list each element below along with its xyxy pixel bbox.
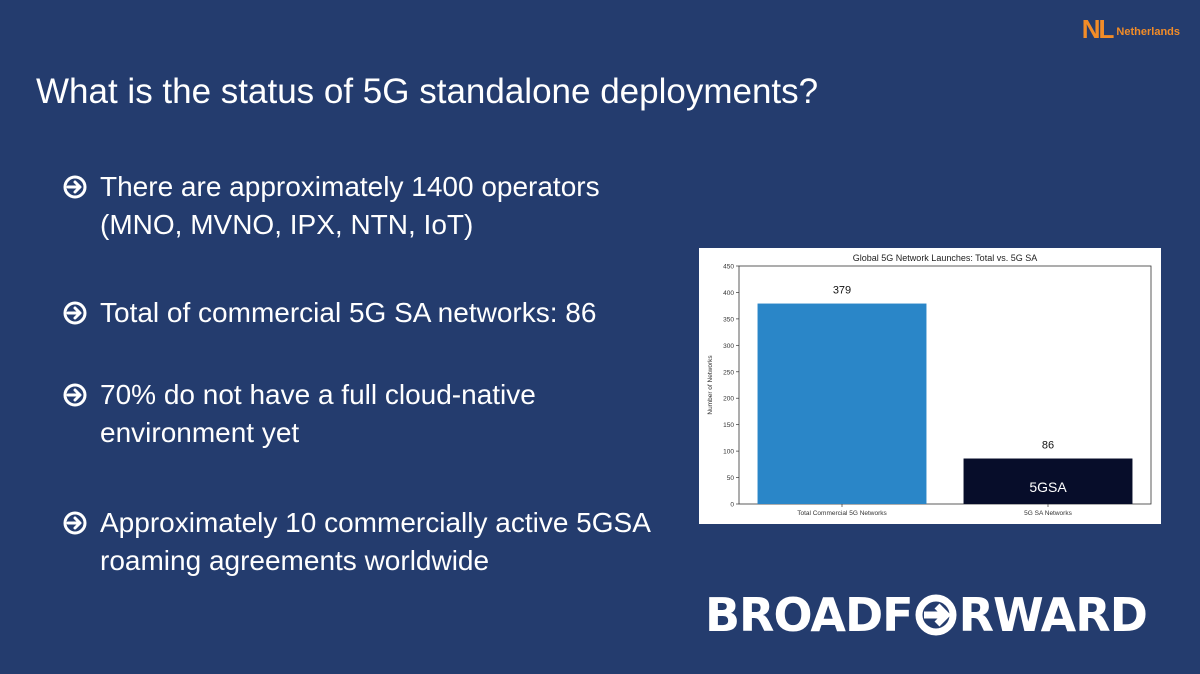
bullet-item: Approximately 10 commercially active 5GS… — [62, 504, 651, 580]
x-tick-label: Total Commercial 5G Networks — [797, 510, 887, 517]
arrow-o-icon — [915, 594, 957, 636]
y-tick-label: 200 — [723, 396, 734, 403]
bullet-text: Approximately 10 commercially active 5GS… — [100, 507, 651, 576]
y-tick-label: 300 — [723, 343, 734, 350]
bullet-item: 70% do not have a full cloud-native envi… — [62, 376, 536, 452]
y-tick-label: 50 — [727, 475, 735, 482]
bullet-text: There are approximately 1400 operators (… — [100, 171, 600, 240]
y-tick-label: 450 — [723, 264, 734, 271]
arrow-circle-icon — [63, 301, 87, 325]
arrow-circle-icon — [63, 175, 87, 199]
bullet-item: Total of commercial 5G SA networks: 86 — [62, 294, 596, 332]
y-tick-label: 0 — [730, 502, 734, 509]
bar-chart: Global 5G Network Launches: Total vs. 5G… — [707, 253, 1152, 517]
bar — [963, 458, 1133, 504]
x-tick-label: 5G SA Networks — [1024, 510, 1072, 517]
nl-logo-country: Netherlands — [1116, 26, 1180, 38]
bullet-text: Total of commercial 5G SA networks: 86 — [100, 297, 597, 328]
bar-annotation: 5GSA — [1029, 479, 1067, 495]
brand-left: BROAD — [705, 588, 883, 642]
y-tick-label: 150 — [723, 422, 734, 429]
bar-value-label: 86 — [1042, 440, 1054, 452]
bar-value-label: 379 — [833, 285, 851, 297]
y-axis-label: Number of Networks — [707, 355, 714, 415]
y-tick-label: 100 — [723, 449, 734, 456]
arrow-circle-icon — [63, 511, 87, 535]
y-tick-label: 400 — [723, 290, 734, 297]
arrow-circle-icon — [63, 383, 87, 407]
slide-title: What is the status of 5G standalone depl… — [36, 72, 819, 111]
brand-f: F — [882, 588, 913, 642]
nl-logo: NL Netherlands — [1082, 16, 1180, 42]
brand-right: RWARD — [958, 588, 1148, 642]
broadforward-logo: BROAD F RWARD — [705, 588, 1148, 642]
y-tick-label: 250 — [723, 369, 734, 376]
y-tick-label: 350 — [723, 316, 734, 323]
bullet-item: There are approximately 1400 operators (… — [62, 168, 600, 244]
bullet-text: 70% do not have a full cloud-native envi… — [100, 379, 536, 448]
bar-chart-card: Global 5G Network Launches: Total vs. 5G… — [699, 248, 1161, 524]
plot-frame — [738, 265, 1152, 505]
bar — [757, 303, 927, 504]
nl-logo-mark: NL — [1081, 14, 1115, 44]
chart-title: Global 5G Network Launches: Total vs. 5G… — [853, 253, 1037, 263]
